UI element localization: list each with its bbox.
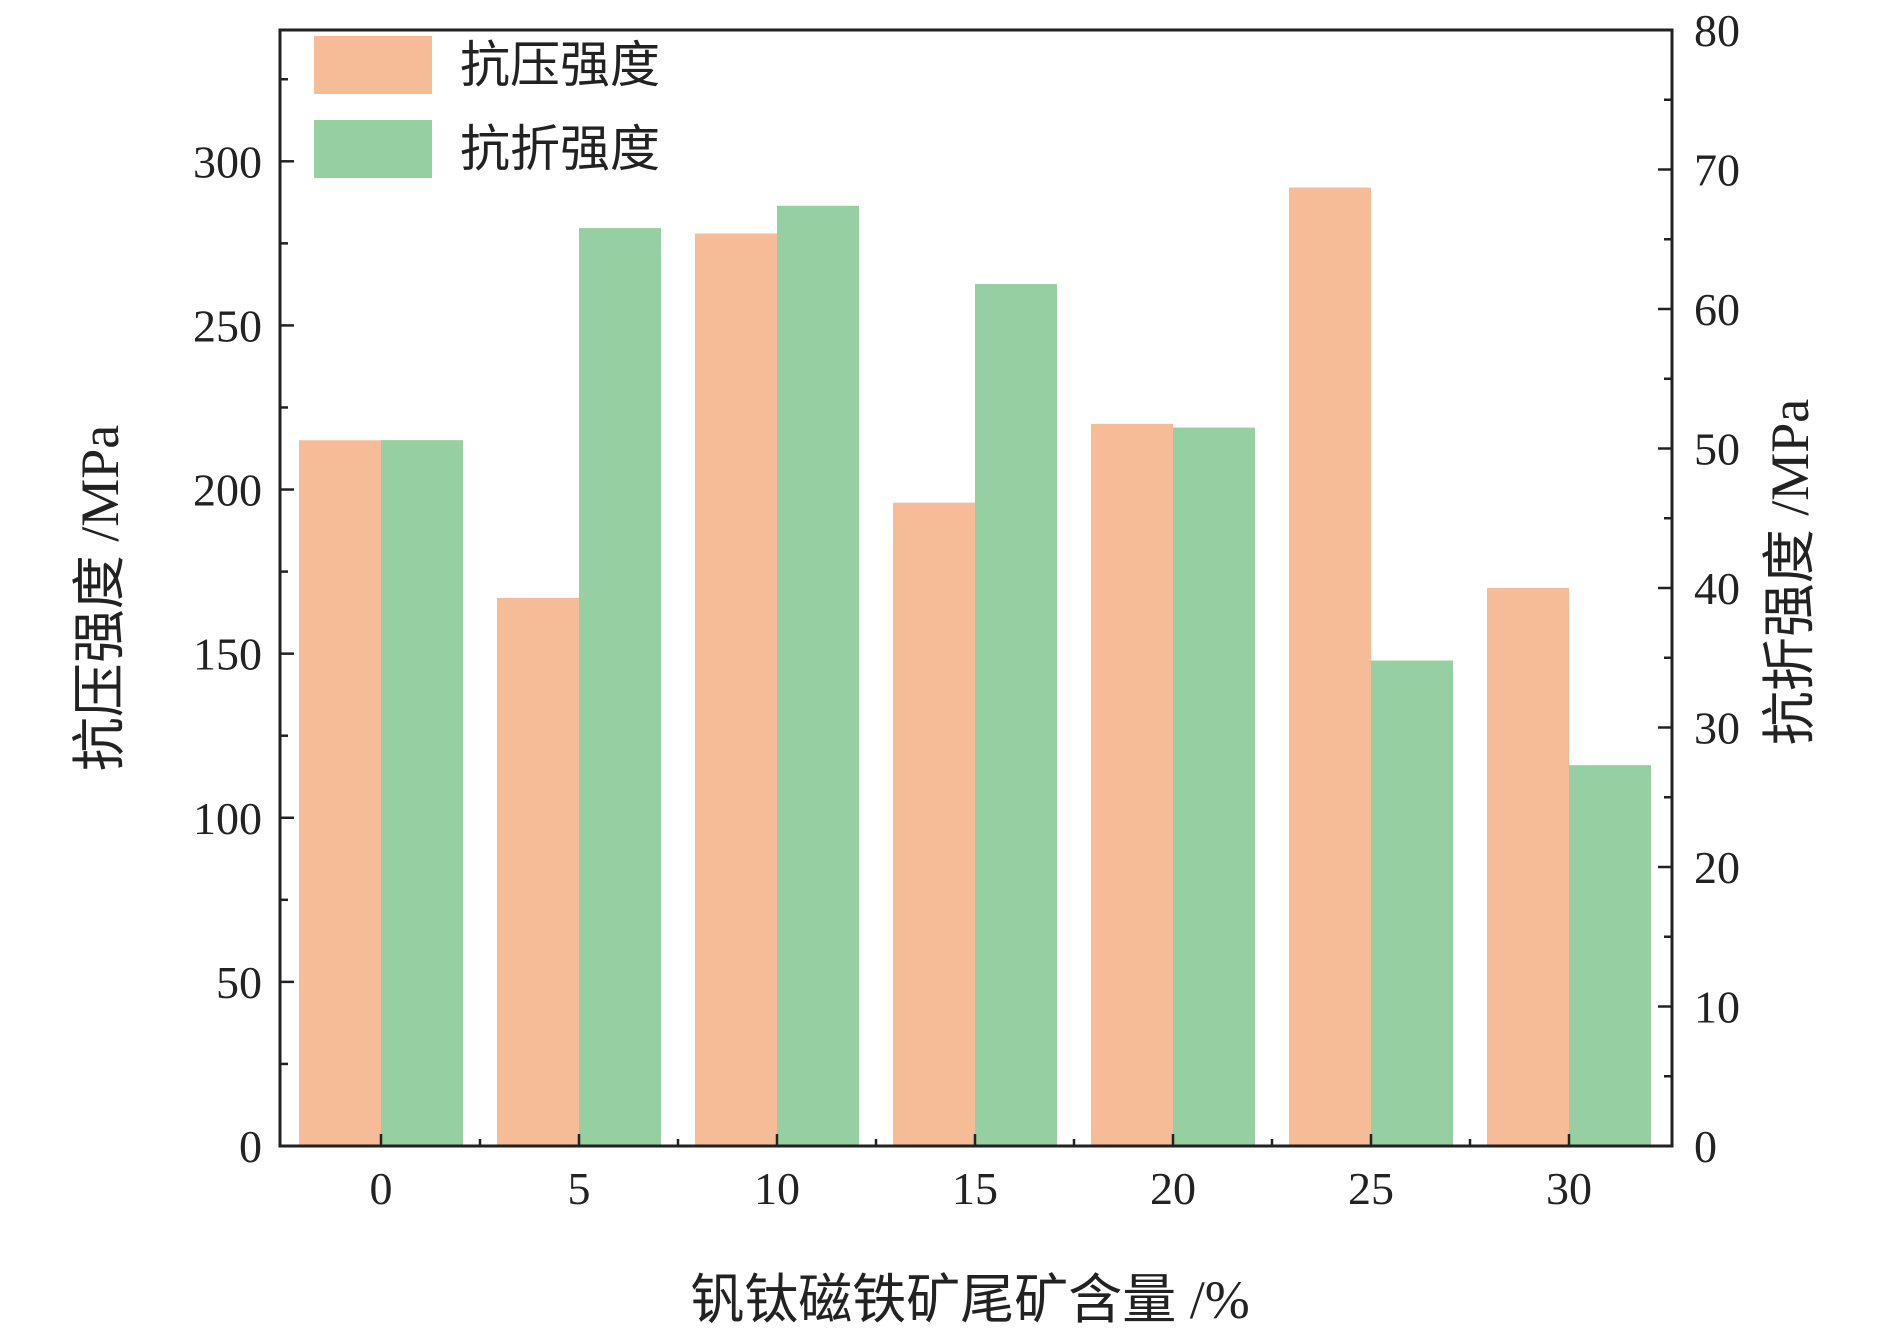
legend-label-0: 抗压强度 — [460, 37, 660, 93]
bar-flexural-15 — [975, 283, 1057, 1146]
y-right-tick-label-10: 10 — [1694, 982, 1740, 1033]
x-axis-title: 钒钛磁铁矿尾矿含量 /% — [690, 1270, 1250, 1330]
legend-swatch-1 — [314, 120, 432, 178]
legend-label-1: 抗折强度 — [460, 121, 660, 177]
y-right-tick-label-80: 80 — [1694, 5, 1740, 56]
y-axis-left-title: 抗压强度 /MPa — [70, 425, 130, 772]
axes-layer: 0 50 100 150 200 250 300 0 10 20 30 40 50 60 70 80 0 5 10 1… — [193, 5, 1740, 1214]
bar-flexural-20 — [1173, 427, 1255, 1146]
y-left-tick-label-250: 250 — [193, 300, 262, 351]
y-right-tick-label-40: 40 — [1694, 563, 1740, 614]
y-right-tick-label-70: 70 — [1694, 145, 1740, 196]
legend-swatch-0 — [314, 36, 432, 94]
y-left-tick-label-150: 150 — [193, 629, 262, 680]
y-left-tick-label-50: 50 — [216, 957, 262, 1008]
bar-flexural-25 — [1371, 660, 1453, 1146]
y-right-tick-label-0: 0 — [1694, 1121, 1717, 1172]
x-tick-label-30: 30 — [1546, 1163, 1592, 1214]
y-right-tick-label-30: 30 — [1694, 703, 1740, 754]
y-right-tick-label-20: 20 — [1694, 842, 1740, 893]
bar-compressive-25 — [1289, 187, 1371, 1146]
y-right-tick-label-50: 50 — [1694, 424, 1740, 475]
y-right-tick-label-60: 60 — [1694, 284, 1740, 335]
bar-compressive-20 — [1091, 423, 1173, 1147]
y-left-tick-label-100: 100 — [193, 793, 262, 844]
y-axis-right-title: 抗折强度 /MPa — [1760, 399, 1820, 746]
bar-compressive-30 — [1487, 588, 1569, 1146]
bar-flexural-5 — [579, 228, 661, 1147]
x-tick-label-0: 0 — [370, 1163, 393, 1214]
bar-flexural-0 — [381, 440, 463, 1146]
bar-flexural-10 — [777, 205, 859, 1146]
bar-flexural-30 — [1569, 765, 1651, 1146]
bar-compressive-5 — [497, 597, 579, 1146]
x-tick-label-15: 15 — [952, 1163, 998, 1214]
y-left-tick-label-300: 300 — [193, 136, 262, 187]
bars-layer — [299, 187, 1651, 1147]
x-tick-label-25: 25 — [1348, 1163, 1394, 1214]
bar-compressive-10 — [695, 233, 777, 1147]
x-tick-label-5: 5 — [568, 1163, 591, 1214]
x-tick-label-20: 20 — [1150, 1163, 1196, 1214]
y-left-tick-label-0: 0 — [239, 1121, 262, 1172]
x-tick-label-10: 10 — [754, 1163, 800, 1214]
bar-compressive-0 — [299, 440, 381, 1146]
y-left-tick-label-200: 200 — [193, 465, 262, 516]
bar-compressive-15 — [893, 502, 975, 1146]
